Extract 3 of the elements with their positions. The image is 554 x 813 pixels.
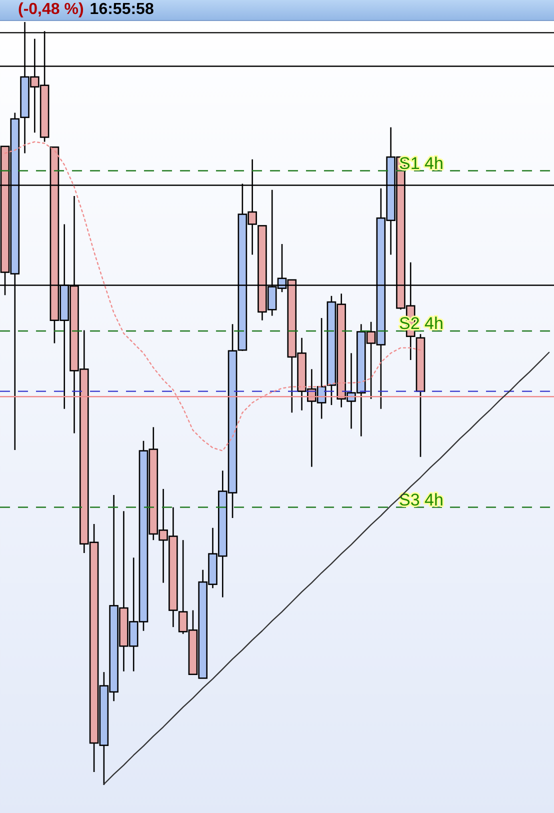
- text: 16:55:58: [90, 1, 154, 18]
- ref-line-label: S3 4h: [399, 490, 444, 510]
- text: (-0,48 %): [18, 1, 84, 18]
